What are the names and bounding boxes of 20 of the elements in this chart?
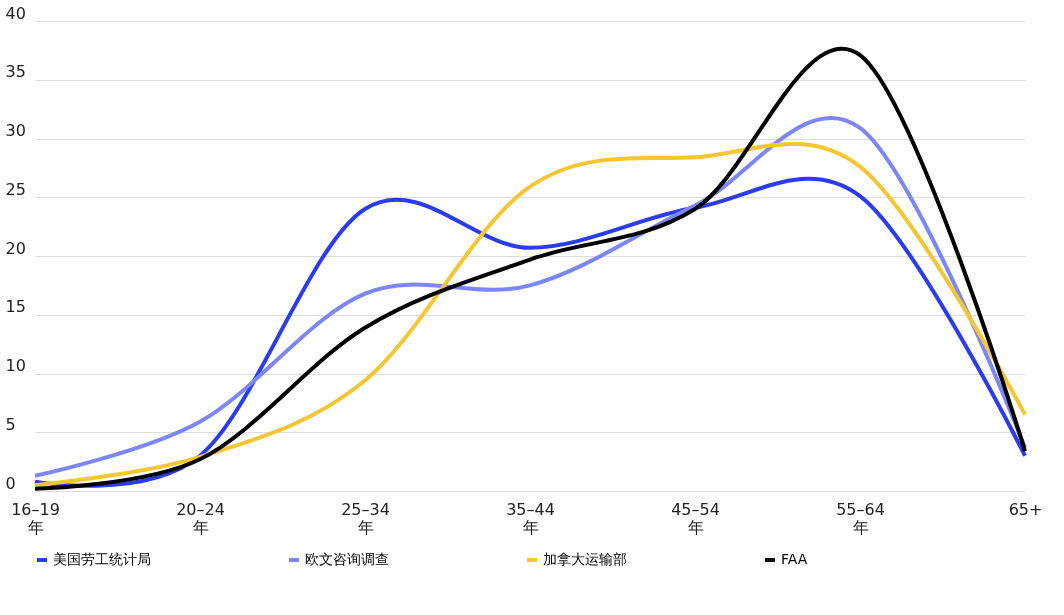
- x-tick-label: 65+: [1008, 499, 1043, 519]
- x-tick-label: 55–64 年: [836, 499, 885, 537]
- y-tick-label: 30: [5, 121, 26, 140]
- legend-label: 加拿大运输部: [543, 551, 627, 567]
- y-tick-label: 20: [5, 238, 26, 258]
- y-tick-label: 15: [5, 297, 26, 317]
- legend-label: 美国劳工统计局: [53, 551, 151, 567]
- legend-label: 欧文咨询调查: [305, 551, 389, 567]
- x-tick-label: 35–44 年: [506, 499, 555, 537]
- y-tick-label: 10: [5, 356, 26, 375]
- y-tick-label: 40: [5, 3, 26, 23]
- y-tick-label: 0: [5, 473, 16, 493]
- legend-label: FAA: [781, 551, 808, 567]
- x-tick-label: 25–34 年: [341, 499, 390, 537]
- y-tick-label: 5: [5, 414, 16, 434]
- x-tick-label: 20–24 年: [176, 499, 225, 537]
- y-tick-label: 35: [5, 62, 26, 82]
- x-tick-label: 45–54 年: [671, 499, 720, 537]
- y-tick-label: 25: [5, 179, 26, 199]
- x-tick-label: 16–19 年: [11, 499, 60, 537]
